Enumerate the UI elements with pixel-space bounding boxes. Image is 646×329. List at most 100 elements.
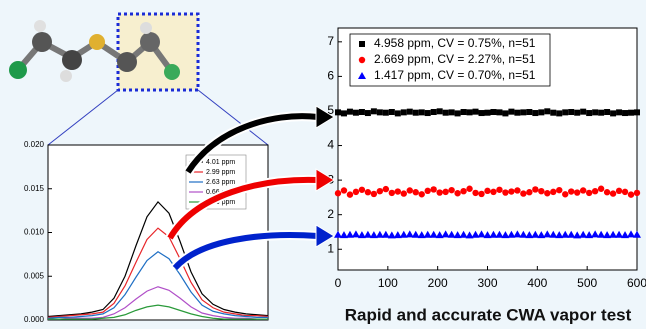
marker [443,110,449,116]
marker [538,109,544,115]
marker [365,110,371,116]
marker [353,189,359,195]
marker [467,109,473,115]
marker [514,187,520,193]
marker [407,109,413,115]
marker [604,189,610,195]
marker [383,110,389,116]
y-tick-label: 0.020 [24,140,45,149]
marker [604,109,610,115]
marker [479,110,485,116]
legend-label: 2.63 ppm [206,179,235,186]
marker [610,110,616,116]
marker [562,191,568,197]
marker [574,189,580,195]
marker [568,188,574,194]
x-tick-label: 400 [527,276,547,290]
legend-label: 2.669 ppm, CV = 2.27%, n=51 [374,52,536,66]
y-tick-label: 6 [327,69,334,83]
marker [442,189,448,195]
marker [407,187,413,193]
marker [395,188,401,194]
y-tick-label: 0.005 [24,271,45,280]
x-tick-label: 100 [378,276,398,290]
marker [580,109,586,115]
marker [466,186,472,192]
marker [628,110,634,116]
marker [526,109,532,115]
marker [335,190,341,196]
x-tick-label: 600 [627,276,646,290]
marker [425,110,431,116]
y-tick-label: 0.000 [24,315,45,324]
marker [347,191,353,197]
marker [610,190,616,196]
y-tick-label: 2 [327,207,334,221]
legend-label: 1.417 ppm, CV = 0.70%, n=51 [374,68,536,82]
marker [431,109,437,115]
marker [485,110,491,116]
marker [622,189,628,195]
marker [448,187,454,193]
atom [60,70,72,82]
y-tick-label: 7 [327,34,334,48]
marker [347,109,353,115]
marker [514,110,520,116]
marker [490,189,496,195]
marker [622,110,628,116]
marker [401,109,407,115]
caption: Rapid and accurate CWA vapor test [345,305,632,324]
marker [508,188,514,194]
atom [34,20,46,32]
y-tick-label: 0.010 [24,228,45,237]
y-tick-label: 1 [327,241,334,255]
marker [389,190,395,196]
marker [544,190,550,196]
marker [413,110,419,116]
marker [580,187,586,193]
figure: 0.0000.0050.0100.0150.0204.01 ppm2.99 pp… [0,0,646,329]
marker [341,187,347,193]
marker [634,190,640,196]
marker [502,189,508,195]
marker [508,109,514,115]
marker [550,189,556,195]
marker [460,188,466,194]
marker [455,110,461,116]
marker [359,187,365,193]
marker [556,110,562,116]
marker [532,186,538,192]
atom [62,50,82,70]
marker [490,109,496,115]
page: 0.0000.0050.0100.0150.0204.01 ppm2.99 pp… [0,0,646,329]
marker [389,109,395,115]
marker [383,186,389,192]
marker [478,191,484,197]
legend-label: 2.99 ppm [206,169,235,176]
y-tick-label: 4 [327,138,334,152]
marker [461,109,467,115]
marker [616,109,622,115]
atom [32,32,52,52]
atom [89,34,105,50]
marker [425,188,431,194]
marker [544,108,550,114]
marker [473,109,479,115]
marker [484,188,490,194]
marker [502,110,508,116]
legend-label: 4.958 ppm, CV = 0.75%, n=51 [374,36,536,50]
marker [592,188,598,194]
marker [430,186,436,192]
x-tick-label: 500 [577,276,597,290]
marker [586,190,592,196]
marker [574,110,580,116]
marker [401,190,407,196]
x-tick-label: 0 [335,276,342,290]
marker [371,191,377,197]
marker [377,109,383,115]
marker [598,186,604,192]
marker [556,187,562,193]
marker [520,109,526,115]
marker [592,109,598,115]
marker [634,109,640,115]
